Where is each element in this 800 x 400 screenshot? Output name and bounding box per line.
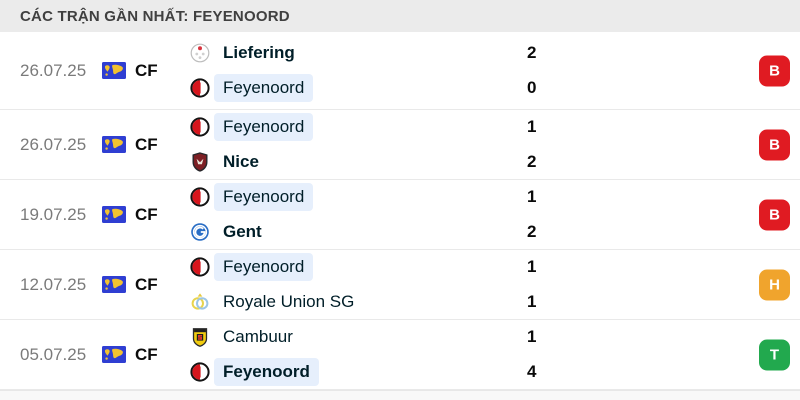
world-flag-icon [102,136,126,153]
competition: CF [102,32,158,109]
team-name: Nice [223,152,259,171]
match-row[interactable]: 26.07.25 CF Feyenoord 1 Nice 2 B [0,110,800,180]
result-badge[interactable]: H [759,269,790,300]
cambuur-logo-icon [190,327,210,347]
competition-code: CF [135,344,158,364]
home-team-line: Feyenoord 1 [190,250,770,285]
feyenoord-logo-icon [190,362,210,382]
widget-footer [0,390,800,400]
competition-code: CF [135,204,158,224]
teams-block: Cambuur 1 Feyenoord 4 [190,320,770,390]
match-row[interactable]: 19.07.25 CF Feyenoord 1 Gent 2 B [0,180,800,250]
teams-block: Feyenoord 1 Nice 2 [190,110,770,180]
feyenoord-logo-icon [190,257,210,277]
competition: CF [102,320,158,389]
royale-union-logo-icon [190,292,210,312]
team-score: 2 [527,152,537,171]
competition-code: CF [135,274,158,294]
team-score: 0 [527,78,537,97]
away-team-line: Feyenoord 0 [190,71,770,106]
home-team-line: Liefering 2 [190,36,770,71]
team-score: 1 [527,292,537,311]
result-badge[interactable]: B [759,55,790,86]
team-name: Gent [223,222,262,241]
match-row[interactable]: 05.07.25 CF Cambuur 1 Feyenoord 4 T [0,320,800,390]
feyenoord-logo-icon [190,187,210,207]
match-list: 26.07.25 CF Liefering 2 Feyenoord 0 B 26.07.25 C… [0,32,800,390]
match-date: 05.07.25 [20,344,87,364]
competition: CF [102,180,158,249]
match-row[interactable]: 26.07.25 CF Liefering 2 Feyenoord 0 B [0,32,800,110]
match-row[interactable]: 12.07.25 CF Feyenoord 1 Royale Union SG 1 H [0,250,800,320]
nice-logo-icon [190,152,210,172]
teams-block: Liefering 2 Feyenoord 0 [190,36,770,106]
home-team-line: Feyenoord 1 [190,110,770,145]
away-team-line: Feyenoord 4 [190,355,770,390]
team-name: Cambuur [223,327,293,346]
competition: CF [102,110,158,179]
world-flag-icon [102,62,126,79]
match-date: 26.07.25 [20,60,87,80]
team-name: Royale Union SG [223,292,355,311]
match-date: 26.07.25 [20,134,87,154]
widget-title: CÁC TRẬN GẦN NHẤT: FEYENOORD [20,7,290,25]
team-name: Feyenoord [214,113,314,141]
feyenoord-logo-icon [190,117,210,137]
team-score: 2 [527,222,537,241]
team-score: 4 [527,362,537,381]
match-date: 19.07.25 [20,204,87,224]
world-flag-icon [102,346,126,363]
match-date: 12.07.25 [20,274,87,294]
away-team-line: Gent 2 [190,215,770,250]
team-name: Feyenoord [214,74,314,102]
world-flag-icon [102,206,126,223]
away-team-line: Nice 2 [190,145,770,180]
liefering-logo-icon [190,43,210,63]
team-name: Feyenoord [214,253,314,281]
gent-logo-icon [190,222,210,242]
result-badge[interactable]: B [759,199,790,230]
team-name: Feyenoord [214,358,319,386]
team-score: 2 [527,43,537,62]
team-score: 1 [527,117,537,136]
result-badge[interactable]: T [759,339,790,370]
away-team-line: Royale Union SG 1 [190,285,770,320]
competition-code: CF [135,134,158,154]
widget-header: CÁC TRẬN GẦN NHẤT: FEYENOORD [0,0,800,32]
teams-block: Feyenoord 1 Royale Union SG 1 [190,250,770,320]
team-name: Liefering [223,43,295,62]
home-team-line: Feyenoord 1 [190,180,770,215]
result-badge[interactable]: B [759,129,790,160]
team-score: 1 [527,257,537,276]
teams-block: Feyenoord 1 Gent 2 [190,180,770,250]
world-flag-icon [102,276,126,293]
feyenoord-logo-icon [190,78,210,98]
team-name: Feyenoord [214,183,314,211]
team-score: 1 [527,187,537,206]
team-score: 1 [527,327,537,346]
home-team-line: Cambuur 1 [190,320,770,355]
competition: CF [102,250,158,319]
competition-code: CF [135,60,158,80]
